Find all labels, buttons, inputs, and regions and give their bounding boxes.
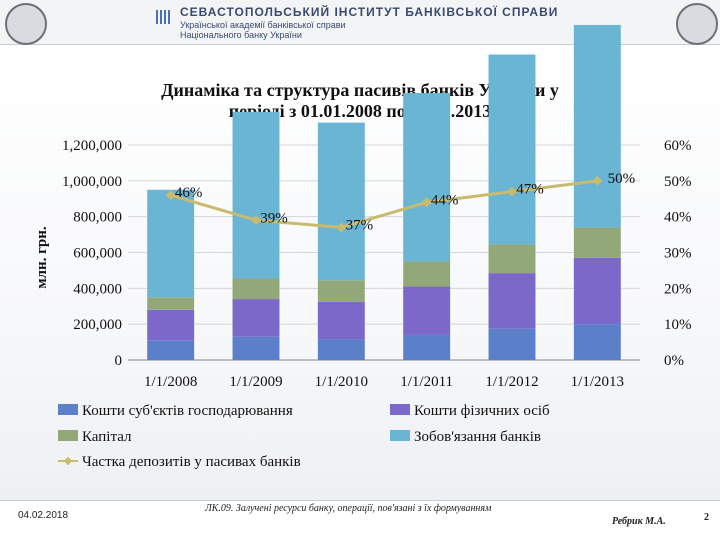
- legend-label: Капітал: [82, 429, 132, 445]
- legend-label: Кошти фізичних осіб: [414, 403, 550, 419]
- y-tick-label: 600,000: [73, 246, 122, 262]
- bar-capital: [488, 244, 536, 274]
- footer-date: 04.02.2018: [18, 510, 69, 521]
- bar-capital: [147, 297, 195, 310]
- page-number: 2: [704, 512, 709, 523]
- bar-corporate: [403, 334, 451, 360]
- x-tick-label: 1/1/2008: [144, 374, 197, 390]
- bar-bank_liabilities: [147, 189, 195, 298]
- y-tick-label: 200,000: [73, 317, 122, 333]
- footer-topic: ЛК.09. Залучені ресурси банку, операції,…: [205, 503, 492, 514]
- legend-swatch: [390, 404, 410, 415]
- legend-swatch-marker: [63, 456, 73, 466]
- line-point: [592, 175, 603, 186]
- line-data-label: 37%: [346, 217, 374, 233]
- line-data-label: 46%: [175, 185, 203, 201]
- bar-individuals: [147, 309, 195, 341]
- line-share-deposits: [170, 179, 598, 229]
- bar-bank_liabilities: [317, 122, 365, 281]
- x-tick-label: 1/1/2012: [485, 374, 538, 390]
- y-tick-label: 400,000: [73, 281, 122, 297]
- y-tick-label: 1,000,000: [62, 174, 122, 190]
- legend-swatch: [58, 404, 78, 415]
- institute-logo-icon: [156, 10, 172, 24]
- line-point: [507, 186, 517, 197]
- bank-emblem-icon: [676, 3, 718, 45]
- bar-individuals: [403, 286, 451, 335]
- y2-tick-label: 40%: [664, 210, 692, 226]
- bar-individuals: [317, 301, 365, 340]
- legend-label: Частка депозитів у пасивах банків: [82, 454, 301, 470]
- legend-swatch: [390, 430, 410, 441]
- institute-seal-icon: [5, 3, 47, 45]
- bar-capital: [317, 280, 365, 302]
- legend-label: Кошти суб'єктів господарювання: [82, 403, 293, 419]
- y2-tick-label: 0%: [664, 353, 684, 369]
- y-tick-label: 800,000: [73, 210, 122, 226]
- y2-tick-label: 10%: [664, 317, 692, 333]
- institute-sub-2: Національного банку України: [180, 30, 302, 40]
- bar-bank_liabilities: [488, 54, 536, 245]
- x-tick-label: 1/1/2009: [229, 374, 282, 390]
- bar-corporate: [573, 324, 621, 360]
- line-point: [251, 215, 261, 226]
- y2-tick-label: 50%: [664, 174, 692, 190]
- bar-bank_liabilities: [232, 111, 280, 279]
- chart-title-line-1: Динаміка та структура пасивів банків Укр…: [161, 80, 559, 100]
- line-data-label: 47%: [516, 182, 544, 198]
- header-bar: СЕВАСТОПОЛЬСЬКИЙ ІНСТИТУТ БАНКІВСЬКОЇ СП…: [0, 0, 720, 45]
- bar-bank_liabilities: [403, 93, 451, 262]
- bar-capital: [573, 227, 621, 258]
- x-tick-label: 1/1/2010: [315, 374, 368, 390]
- x-tick-label: 1/1/2011: [400, 374, 453, 390]
- y-tick-label: 0: [115, 353, 123, 369]
- y2-tick-label: 30%: [664, 246, 692, 262]
- line-point: [336, 222, 347, 233]
- legend-label: Зобов'язання банків: [414, 429, 541, 445]
- bar-corporate: [232, 336, 280, 360]
- bar-capital: [232, 278, 280, 300]
- bar-capital: [403, 261, 451, 287]
- line-data-label: 50%: [608, 171, 636, 187]
- line-data-label: 44%: [431, 192, 459, 208]
- bar-corporate: [317, 339, 365, 360]
- legend-swatch: [58, 430, 78, 441]
- chart-canvas: 0 200,000 400,000 600,000 800,000 1,000,000 1,…: [34, 24, 692, 470]
- footer-author: Ребрик М.А.: [612, 516, 666, 527]
- bar-corporate: [488, 328, 536, 360]
- footer-divider: [0, 500, 720, 501]
- y-tick-label: 1,200,000: [62, 138, 122, 154]
- bar-individuals: [232, 299, 280, 337]
- line-point: [165, 190, 176, 201]
- line-data-label: 39%: [260, 210, 288, 226]
- institute-name: СЕВАСТОПОЛЬСЬКИЙ ІНСТИТУТ БАНКІВСЬКОЇ СП…: [180, 5, 559, 19]
- bar-corporate: [147, 340, 195, 360]
- bar-individuals: [573, 257, 621, 325]
- y2-tick-label: 20%: [664, 281, 692, 297]
- y-axis-label: млн. грн.: [34, 226, 50, 289]
- line-point: [421, 197, 432, 208]
- y2-tick-label: 60%: [664, 138, 692, 154]
- institute-sub-1: Української академії банківської справи: [180, 20, 346, 30]
- x-tick-label: 1/1/2013: [571, 374, 624, 390]
- bar-individuals: [488, 273, 536, 329]
- bar-bank_liabilities: [573, 24, 621, 228]
